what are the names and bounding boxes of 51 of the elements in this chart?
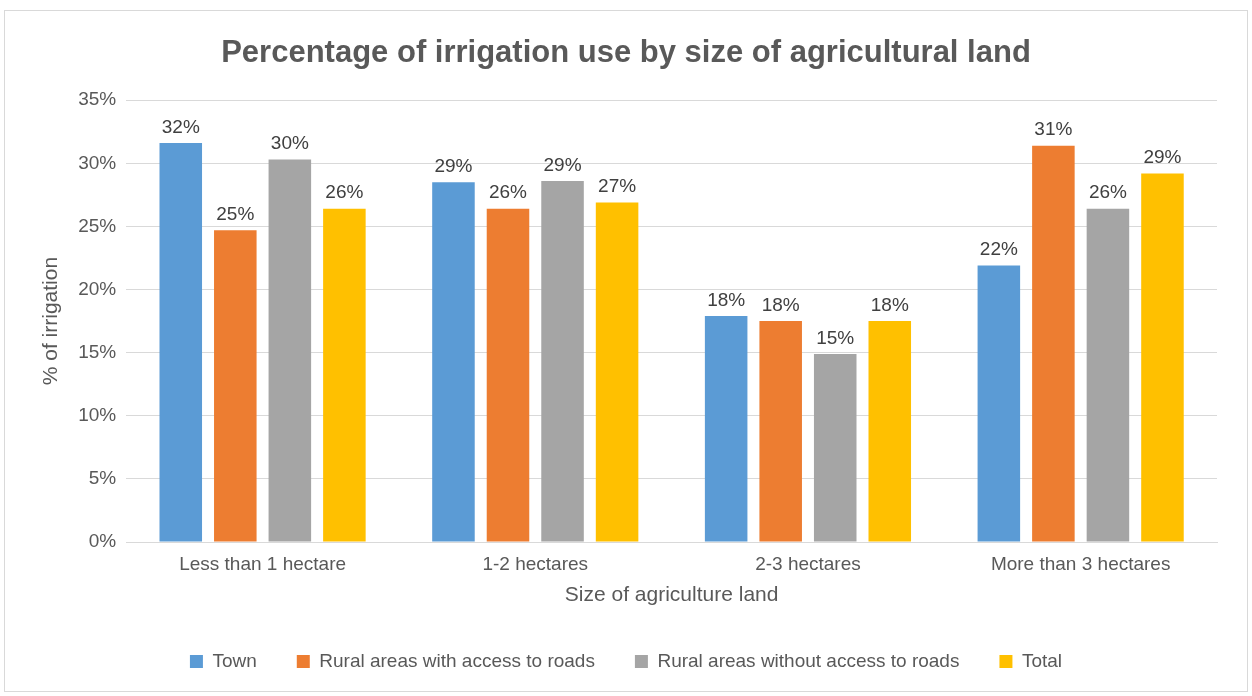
- bar: [759, 321, 802, 542]
- data-label: 26%: [325, 181, 364, 203]
- bar: [159, 143, 203, 542]
- bar: [977, 265, 1021, 542]
- chart-title: Percentage of irrigation use by size of agricultural land: [221, 34, 1031, 70]
- bar: [486, 208, 530, 542]
- y-tick-label: 35%: [78, 88, 117, 110]
- bar: [214, 230, 257, 542]
- y-tick-label: 5%: [88, 467, 117, 489]
- bar: [1032, 145, 1075, 542]
- bar: [868, 321, 912, 542]
- bar: [268, 159, 312, 542]
- data-label: 29%: [434, 154, 473, 176]
- y-tick-label: 25%: [78, 214, 117, 236]
- x-axis-title: Size of agriculture land: [564, 582, 779, 606]
- data-label: 15%: [816, 326, 855, 348]
- data-label: 30%: [270, 132, 309, 154]
- y-tick-label: 0%: [88, 530, 117, 552]
- data-label: 18%: [761, 293, 800, 315]
- bar: [813, 353, 857, 542]
- bar: [1086, 208, 1130, 542]
- legend-label: Total: [1021, 649, 1063, 671]
- data-label: 18%: [707, 288, 746, 310]
- y-tick-label: 10%: [78, 404, 117, 426]
- data-label: 25%: [216, 202, 255, 224]
- x-tick-label: 2-3 hectares: [755, 552, 861, 574]
- data-label: 26%: [1088, 181, 1128, 203]
- data-label: 22%: [979, 238, 1018, 260]
- x-tick-label: 1-2 hectares: [482, 552, 589, 574]
- legend-label: Rural areas with access to roads: [319, 649, 595, 671]
- data-label: 18%: [870, 293, 909, 315]
- y-axis-title: % of irrigation: [38, 256, 62, 386]
- data-label: 31%: [1034, 118, 1073, 140]
- y-tick-label: 30%: [78, 151, 117, 173]
- x-tick-label: More than 3 hectares: [990, 552, 1171, 574]
- bar: [704, 316, 748, 542]
- data-label: 29%: [543, 153, 582, 175]
- y-tick-label: 20%: [78, 277, 117, 299]
- data-label: 26%: [488, 181, 528, 203]
- data-label: 27%: [598, 175, 637, 197]
- data-label: 29%: [1143, 146, 1182, 168]
- legend-label: Rural areas without access to roads: [657, 649, 960, 671]
- bar: [323, 208, 366, 542]
- data-label: 32%: [161, 115, 200, 137]
- legend-label: Town: [212, 649, 257, 671]
- bar: [1141, 173, 1184, 542]
- bar: [595, 202, 639, 542]
- x-tick-label: Less than 1 hectare: [179, 552, 347, 574]
- bar: [541, 180, 584, 542]
- bar: [432, 182, 475, 542]
- y-tick-label: 15%: [78, 340, 117, 362]
